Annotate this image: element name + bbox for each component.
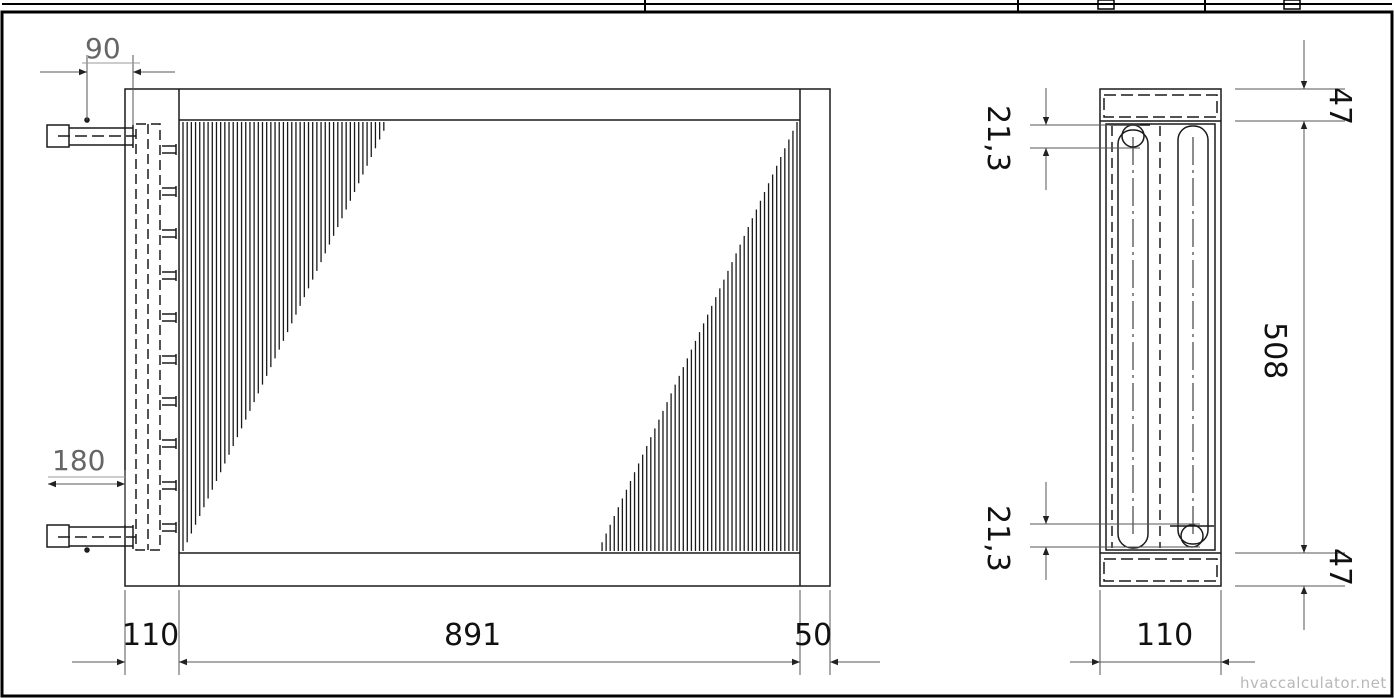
dim-508: 508 <box>1257 322 1292 379</box>
front-view <box>46 88 831 587</box>
dim-90: 90 <box>85 32 121 65</box>
dim-891: 891 <box>444 618 501 653</box>
front-top-connection <box>46 124 136 148</box>
front-tube-stubs <box>162 144 177 533</box>
dim-47-bottom: 47 <box>1322 548 1357 586</box>
front-casing <box>124 88 831 587</box>
front-fins-right <box>601 122 798 551</box>
side-casing <box>1099 88 1222 587</box>
front-fins-left <box>182 122 385 551</box>
dim-180: 180 <box>52 444 105 477</box>
side-view <box>1099 88 1222 587</box>
watermark: hvaccalculator.net <box>1240 674 1387 692</box>
side-dimensions <box>1030 40 1345 675</box>
dim-110-side: 110 <box>1136 618 1193 653</box>
dim-21-3-top: 21,3 <box>980 105 1015 172</box>
front-dimensions <box>40 55 880 675</box>
dim-50: 50 <box>794 618 832 653</box>
dim-21-3-bottom: 21,3 <box>980 505 1015 572</box>
dim-47-top: 47 <box>1322 87 1357 125</box>
dim-110-front: 110 <box>122 618 179 653</box>
front-bottom-connection <box>46 524 136 549</box>
